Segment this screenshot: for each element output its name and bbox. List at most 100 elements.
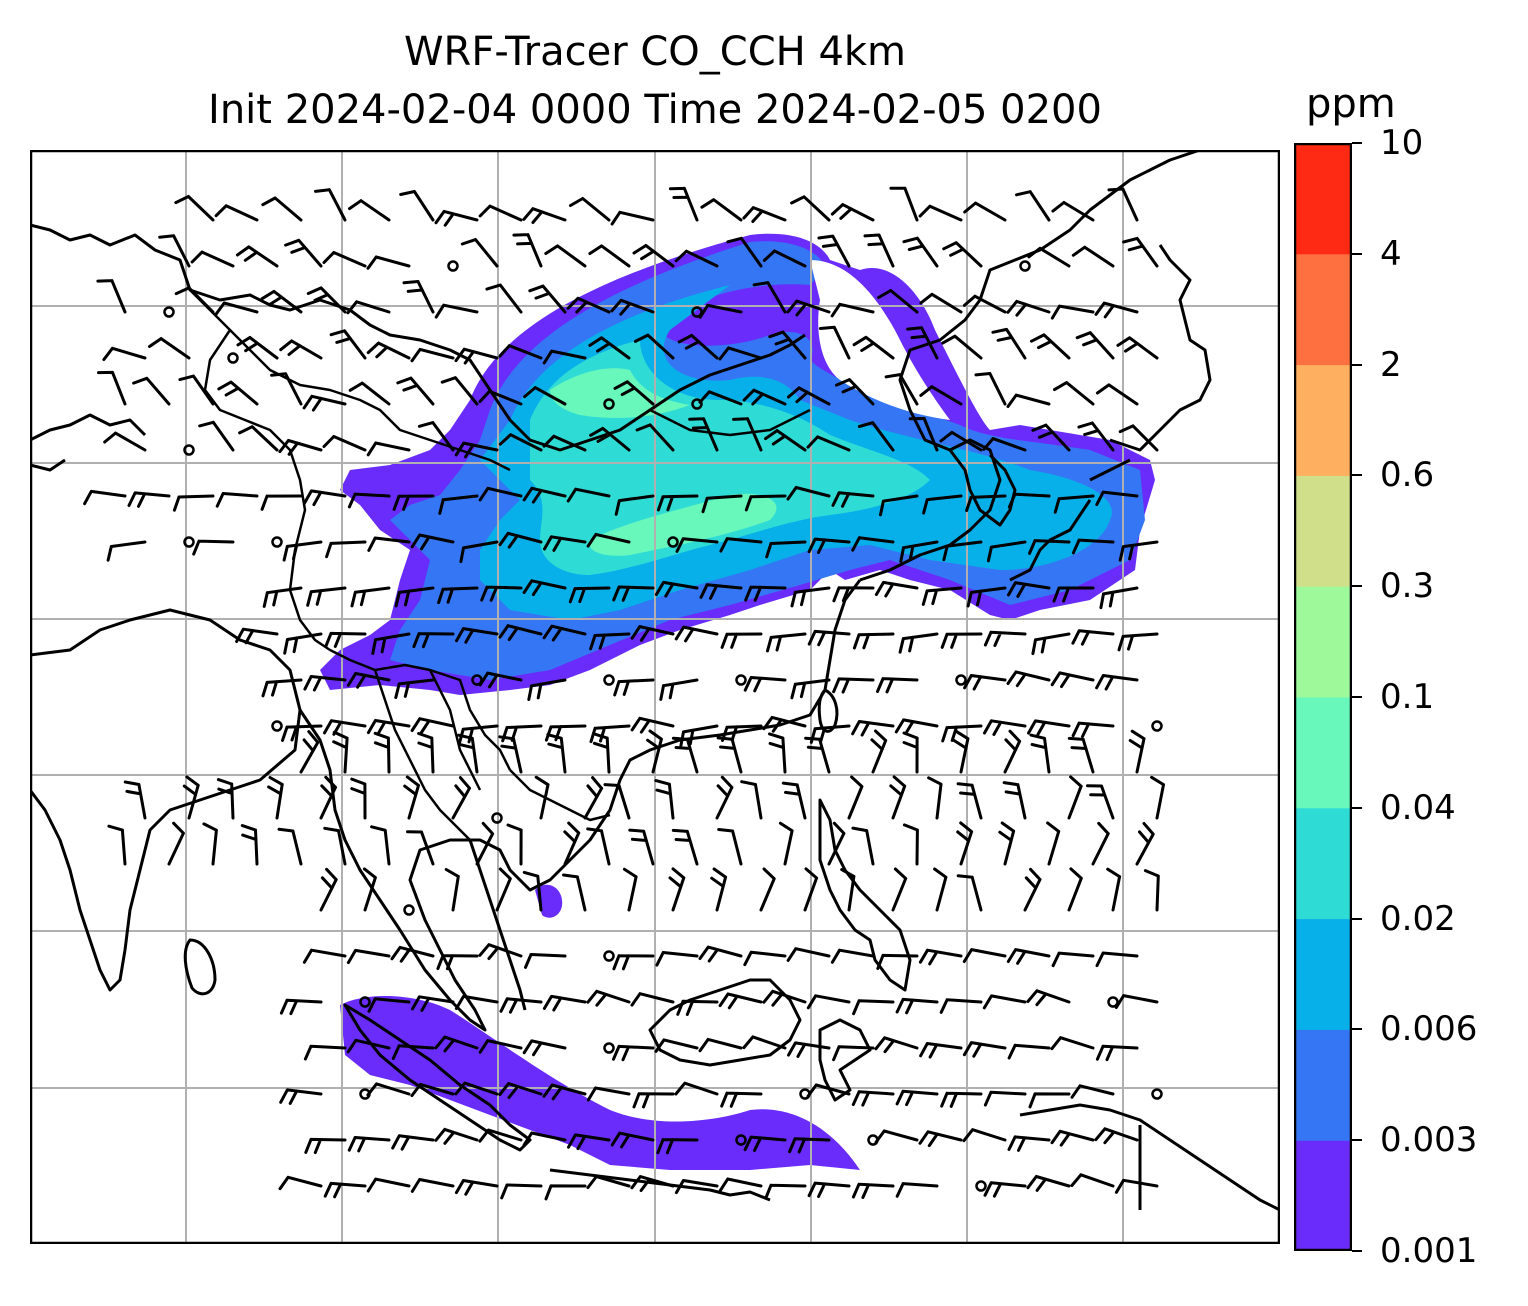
- coast-borneo: [648, 978, 802, 1067]
- wind-barb-icon: [284, 238, 323, 268]
- wind-barb-icon: [192, 539, 235, 556]
- wind-barb-icon: [956, 874, 983, 912]
- colorbar-tick-label: 0.006: [1380, 1009, 1478, 1050]
- wind-barb-icon: [1077, 421, 1115, 452]
- wind-barb-icon: [417, 421, 455, 452]
- colorbar: [1294, 143, 1352, 1251]
- wind-barb-icon: [437, 586, 479, 605]
- wind-barb-icon: [889, 186, 919, 222]
- wind-barb-icon: [299, 730, 320, 774]
- wind-barb-icon: [522, 579, 567, 596]
- wind-barb-icon: [876, 953, 919, 970]
- wind-barb-icon: [261, 196, 303, 222]
- wind-barb-icon: [899, 540, 939, 563]
- wind-barb-icon: [281, 724, 323, 742]
- wind-barb-icon: [983, 719, 1027, 736]
- wind-barb-icon: [394, 678, 435, 699]
- wind-barb-icon: [454, 1081, 499, 1096]
- wind-barb-icon: [366, 441, 411, 457]
- wind-barb-icon: [851, 1182, 895, 1199]
- calm-wind-icon: [735, 1134, 747, 1146]
- wind-barb-icon: [874, 580, 919, 598]
- wind-barb-icon: [817, 234, 851, 268]
- wind-barb-icon: [786, 486, 831, 501]
- colorbar-tick-label: 0.6: [1380, 455, 1435, 496]
- wind-barb-icon: [283, 632, 323, 655]
- calm-wind-icon: [603, 674, 615, 686]
- calm-wind-icon: [603, 950, 615, 962]
- wind-barb-icon: [831, 491, 875, 508]
- wind-barb-icon: [671, 828, 699, 866]
- wind-barb-icon: [198, 420, 235, 452]
- wind-barb-icon: [698, 1037, 743, 1053]
- wind-barb-icon: [499, 997, 543, 1014]
- colorbar-band: [1294, 918, 1352, 1030]
- wind-barb-icon: [172, 494, 215, 512]
- coastlines: [30, 150, 1280, 1212]
- wind-barb-icon: [460, 238, 499, 268]
- wind-barb-icon: [350, 586, 391, 608]
- wind-barb-icon: [906, 326, 939, 360]
- wind-barb-icon: [851, 826, 875, 866]
- wind-barb-icon: [83, 489, 127, 506]
- wind-barb-icon: [874, 1129, 919, 1144]
- wind-barb-icon: [884, 373, 919, 406]
- wind-barb-icon: [96, 279, 127, 314]
- wind-barb-icon: [498, 735, 523, 774]
- wind-barb-icon: [1116, 336, 1159, 360]
- wind-barb-icon: [807, 1181, 851, 1198]
- coast-india: [30, 608, 302, 992]
- wind-barb-icon: [656, 494, 699, 512]
- wind-barb-icon: [768, 330, 807, 360]
- wind-barb-icon: [762, 715, 807, 733]
- wind-barb-icon: [956, 821, 974, 866]
- coast-north: [30, 223, 806, 452]
- wind-barb-icon: [743, 676, 787, 693]
- wind-barb-icon: [1052, 586, 1095, 603]
- wind-barb-icon: [391, 1134, 435, 1151]
- wind-barb-icon: [148, 337, 191, 360]
- wind-barb-icon: [1053, 381, 1095, 406]
- calm-wind-icon: [691, 398, 703, 410]
- wind-barb-icon: [102, 346, 147, 361]
- wind-barb-icon: [974, 372, 1007, 406]
- calm-wind-icon: [735, 674, 747, 686]
- wind-barb-icon: [718, 992, 763, 1010]
- wind-barb-icon: [583, 776, 604, 820]
- calm-wind-icon: [183, 444, 195, 456]
- wind-barb-icon: [806, 435, 851, 452]
- colorbar-unit-label: ppm: [1306, 81, 1396, 127]
- wind-barb-icon: [876, 677, 919, 694]
- wind-barb-icon: [827, 821, 846, 866]
- wind-barb-icon: [939, 430, 983, 452]
- wind-barb-icon: [902, 731, 919, 774]
- wind-barb-icon: [322, 251, 367, 268]
- calm-wind-icon: [1151, 720, 1163, 732]
- wind-barb-icon: [589, 632, 631, 651]
- wind-barb-icon: [1028, 1092, 1071, 1109]
- wind-barb-icon: [522, 1039, 567, 1057]
- wind-barb-icon: [726, 236, 763, 268]
- wind-barb-icon: [830, 203, 875, 222]
- wind-barb-icon: [303, 489, 347, 507]
- wind-barb-icon: [956, 782, 983, 820]
- wind-barb-icon: [1015, 190, 1051, 222]
- wind-barb-icon: [646, 729, 663, 774]
- wind-barb-icon: [787, 386, 831, 406]
- calm-wind-icon: [667, 536, 679, 548]
- colorbar-tick-mark: [1352, 917, 1362, 920]
- wind-barb-icon: [790, 195, 831, 222]
- wind-barb-icon: [1095, 1044, 1139, 1062]
- wind-barb-icon: [742, 388, 787, 406]
- wind-barb-icon: [963, 674, 1007, 691]
- wind-barb-icon: [612, 585, 655, 602]
- colorbar-band: [1294, 697, 1352, 809]
- wind-barb-icon: [478, 671, 523, 689]
- wind-barb-icon: [1006, 299, 1051, 317]
- wind-barb-icon: [498, 624, 543, 641]
- colorbar-tick-mark: [1352, 806, 1362, 809]
- wind-barb-icon: [410, 533, 455, 551]
- wind-barb-icon: [674, 249, 719, 268]
- wind-barb-icon: [1003, 729, 1022, 774]
- wind-barb-icon: [97, 370, 127, 406]
